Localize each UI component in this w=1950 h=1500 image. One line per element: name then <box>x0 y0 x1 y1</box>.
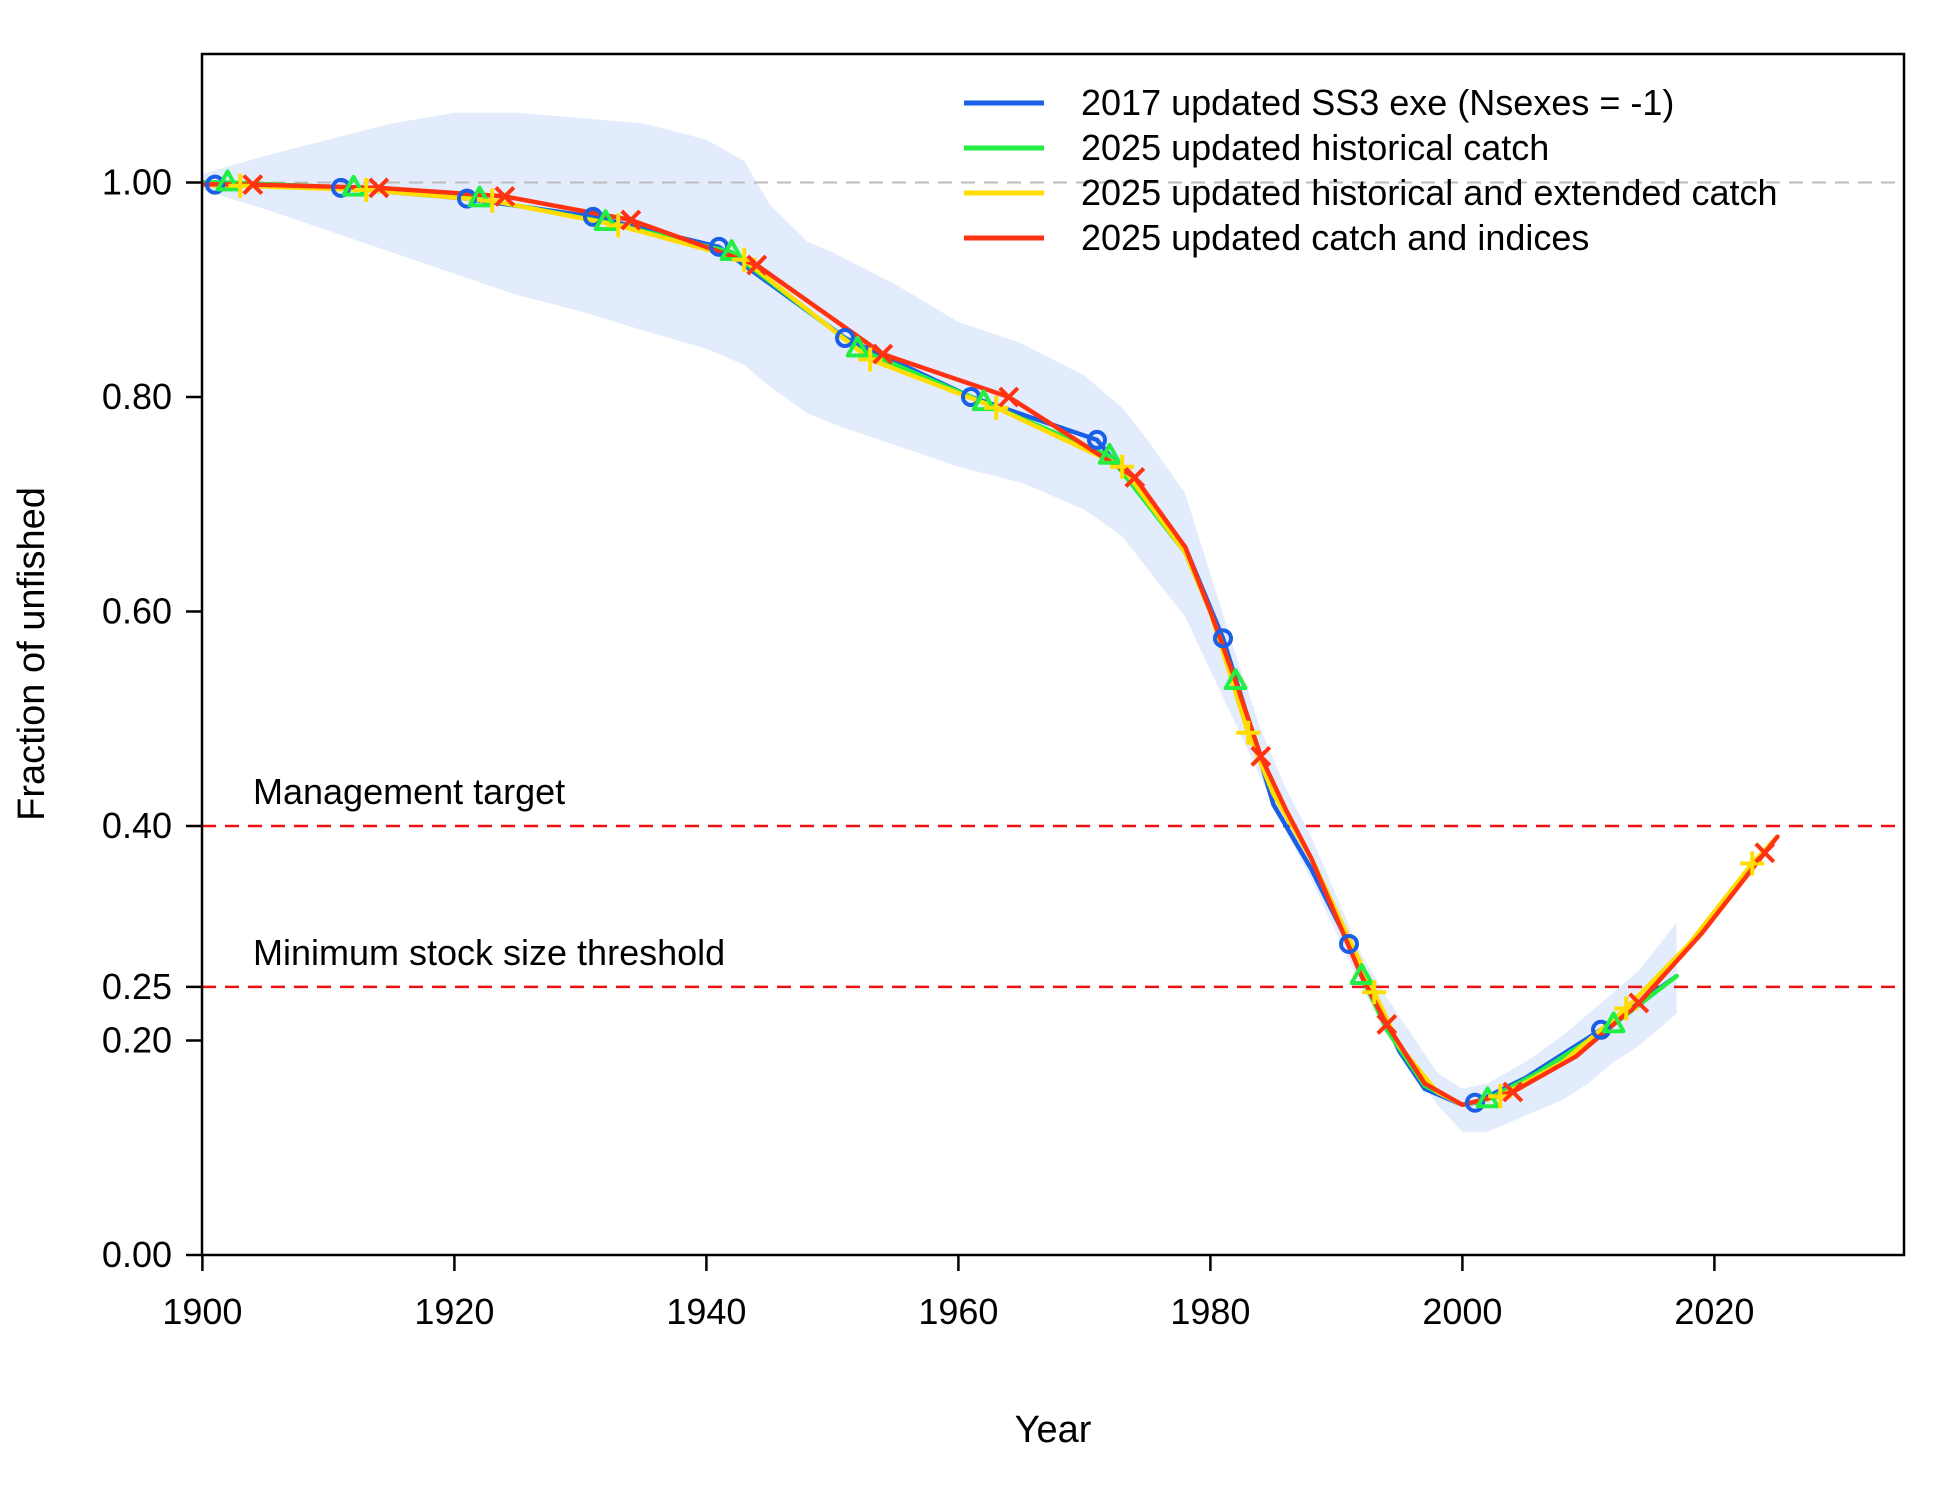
series-4-marker <box>1124 467 1146 488</box>
series-1-marker <box>835 328 855 349</box>
series-2-marker <box>971 389 996 412</box>
series-4-marker <box>620 209 642 231</box>
series-4-marker <box>998 386 1020 408</box>
uncertainty-band-layer <box>202 112 1677 1132</box>
y-tick-label: 0.20 <box>102 1020 172 1061</box>
x-tick-label: 1960 <box>918 1291 998 1332</box>
y-tick-label: 0.60 <box>102 591 172 632</box>
series-4-marker <box>746 254 768 276</box>
series-2-marker <box>215 169 240 192</box>
series-2-marker <box>1349 963 1374 985</box>
reference-label-management-target: Management target <box>253 771 565 812</box>
x-tick-label: 2020 <box>1674 1291 1754 1332</box>
y-tick-label: 0.80 <box>102 376 172 417</box>
x-tick-label: 1940 <box>666 1291 746 1332</box>
legend-label-2: 2025 updated historical catch <box>1081 127 1549 168</box>
y-tick-label: 0.25 <box>102 966 172 1007</box>
series-4-marker <box>872 343 894 365</box>
x-tick-label: 2000 <box>1422 1291 1502 1332</box>
legend: 2017 updated SS3 exe (Nsexes = -1)2025 u… <box>964 82 1778 258</box>
series-4-marker <box>1250 745 1272 767</box>
series-3-marker <box>1110 454 1135 479</box>
series-4-marker <box>242 174 264 196</box>
series-4-marker <box>1754 842 1776 864</box>
series-4-marker <box>1376 1013 1398 1035</box>
legend-label-1: 2017 updated SS3 exe (Nsexes = -1) <box>1081 82 1674 123</box>
y-tick-label: 0.40 <box>102 805 172 846</box>
y-axis-title: Fraction of unfished <box>11 487 53 821</box>
x-tick-label: 1920 <box>414 1291 494 1332</box>
series-3-marker <box>984 395 1009 420</box>
series-3-marker <box>1362 980 1387 1005</box>
y-tick-label: 0.00 <box>102 1234 172 1275</box>
series-1-marker <box>1465 1092 1485 1113</box>
series-4-marker <box>1502 1081 1524 1103</box>
series-4-marker <box>368 177 390 199</box>
x-axis: 1900 1920 1940 1960 1980 2000 2020 <box>162 1255 1754 1332</box>
series-2-marker <box>1601 1011 1626 1034</box>
x-axis-title: Year <box>1015 1409 1092 1451</box>
x-tick-label: 1900 <box>162 1291 242 1332</box>
series-1-marker <box>1339 933 1359 954</box>
series-4-marker <box>1628 992 1650 1014</box>
series-2-marker <box>719 239 744 262</box>
x-tick-label: 1980 <box>1170 1291 1250 1332</box>
reference-label-minimum-stock-size-threshold: Minimum stock size threshold <box>253 932 725 973</box>
marker-layer <box>81 169 1776 1113</box>
series-1-marker <box>1087 429 1107 450</box>
series-2-marker <box>593 209 618 232</box>
series-3-marker <box>1236 720 1261 745</box>
series-1-marker <box>205 174 225 195</box>
y-axis: 0.00 0.20 0.25 0.40 0.60 0.80 1.00 <box>102 162 202 1275</box>
y-tick-label: 1.00 <box>102 162 172 203</box>
series-2-marker <box>1097 442 1122 465</box>
reference-lines-layer: Management target Minimum stock size thre… <box>202 181 1904 989</box>
series-line-4 <box>202 181 1780 1108</box>
plot-frame <box>200 52 1906 1257</box>
series-2-marker <box>341 174 366 197</box>
series-1-marker <box>1213 628 1233 649</box>
series-2-marker <box>1223 668 1248 691</box>
legend-label-3: 2025 updated historical and extended cat… <box>1081 172 1778 213</box>
series-3-marker <box>228 173 253 198</box>
series-4-marker <box>494 186 516 207</box>
series-2-marker <box>845 335 870 358</box>
uncertainty-band <box>202 112 1677 1132</box>
legend-label-4: 2025 updated catch and indices <box>1081 217 1589 258</box>
series-1-marker <box>81 175 97 191</box>
series-3-marker <box>1740 851 1765 876</box>
series-2-marker <box>467 185 492 208</box>
